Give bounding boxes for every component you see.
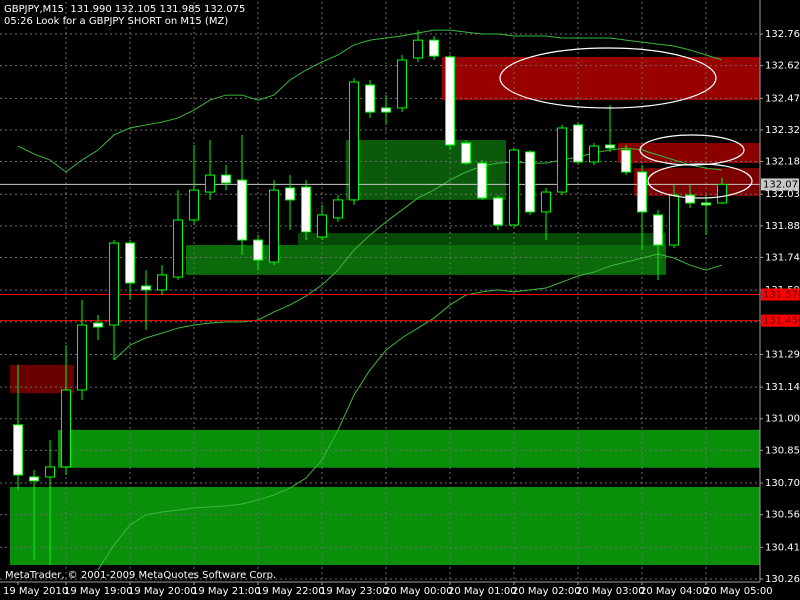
- x-tick-label: 20 May 04:00: [640, 586, 709, 597]
- candle-body: [173, 219, 183, 278]
- y-tick-label: 132.470: [765, 93, 800, 104]
- y-tick-label: 132.620: [765, 61, 800, 72]
- y-tick-label: 132.180: [765, 157, 800, 168]
- candle-body: [29, 476, 39, 482]
- candle-body: [285, 187, 295, 201]
- candle-body: [637, 171, 647, 213]
- candle-body: [349, 81, 359, 201]
- candle-body: [365, 84, 375, 113]
- y-tick-label: 131.000: [765, 414, 800, 425]
- candle-body: [93, 322, 103, 328]
- candle-body: [269, 189, 279, 263]
- y-tick-label: 132.325: [765, 125, 800, 136]
- zone: [10, 364, 74, 394]
- candle-body: [381, 107, 391, 113]
- x-tick-label: 19 May 23:00: [320, 586, 389, 597]
- candle-body: [125, 242, 135, 284]
- candle-body: [701, 202, 711, 206]
- zone: [298, 233, 666, 246]
- price-level-label: 131.450: [763, 316, 800, 327]
- candle-body: [13, 424, 23, 476]
- candle-body: [477, 162, 487, 199]
- y-tick-label: 130.265: [765, 574, 800, 585]
- candle-body: [205, 174, 215, 193]
- y-tick-label: 132.765: [765, 29, 800, 40]
- zone: [58, 429, 760, 468]
- x-tick-label: 20 May 01:00: [448, 586, 517, 597]
- candle-body: [525, 151, 535, 213]
- price-level-box: [761, 288, 799, 301]
- y-tick-label: 131.740: [765, 252, 800, 263]
- y-tick-label: 132.030: [765, 189, 800, 200]
- footer: MetaTrader, © 2001-2009 MetaQuotes Softw…: [5, 570, 276, 581]
- annotation-ellipses: [499, 47, 753, 199]
- candle-body: [605, 144, 615, 149]
- y-tick-label: 130.855: [765, 445, 800, 456]
- candle-body: [541, 191, 551, 213]
- candle-body: [301, 186, 311, 233]
- price-level-label: 132.075: [763, 179, 800, 190]
- indicator-line: [113, 147, 723, 361]
- x-tick-label: 19 May 22:00: [256, 586, 325, 597]
- candle-body: [717, 183, 727, 204]
- chart-subtitle: 05:26 Look for a GBPJPY SHORT on M15 (MZ…: [4, 16, 228, 27]
- candle-body: [221, 174, 231, 184]
- indicator-line: [17, 29, 723, 173]
- candle-body: [333, 199, 343, 219]
- x-tick-label: 19 May 2010: [3, 586, 68, 597]
- x-tick-label: 19 May 21:00: [192, 586, 261, 597]
- annotation-ellipse: [499, 47, 717, 109]
- x-tick-label: 19 May 20:00: [128, 586, 197, 597]
- candle-body: [45, 466, 55, 478]
- candle-body: [429, 39, 439, 57]
- candle-body: [317, 214, 327, 238]
- candle-body: [157, 274, 167, 291]
- candle-body: [669, 194, 679, 246]
- x-tick-label: 19 May 19:00: [64, 586, 133, 597]
- price-level-box: [761, 178, 799, 191]
- candle-body: [189, 189, 199, 221]
- y-tick-label: 130.705: [765, 478, 800, 489]
- chart-title: GBPJPY,M15 131.990 132.105 131.985 132.0…: [4, 4, 245, 15]
- annotation-ellipse: [647, 163, 753, 199]
- zone: [10, 486, 760, 565]
- candle-body: [397, 59, 407, 109]
- annotation-ellipse: [639, 134, 745, 166]
- candle-body: [509, 149, 519, 226]
- y-tick-label: 130.410: [765, 542, 800, 553]
- x-tick-label: 20 May 03:00: [576, 586, 645, 597]
- candle-body: [109, 242, 119, 326]
- candle-body: [61, 389, 71, 468]
- y-tick-label: 131.885: [765, 221, 800, 232]
- candle-body: [445, 56, 455, 146]
- y-tick-label: 130.560: [765, 510, 800, 521]
- candle-body: [493, 197, 503, 226]
- candle-body: [413, 39, 423, 59]
- candle-body: [621, 149, 631, 173]
- zone: [442, 56, 760, 101]
- candle-body: [141, 285, 151, 291]
- candle-body: [573, 124, 583, 163]
- y-tick-label: 131.295: [765, 349, 800, 360]
- price-level-box: [761, 314, 799, 327]
- x-tick-label: 20 May 02:00: [512, 586, 581, 597]
- indicator-line: [97, 253, 723, 571]
- x-tick-label: 20 May 00:00: [384, 586, 453, 597]
- candle-body: [589, 145, 599, 163]
- candle-body: [653, 214, 663, 246]
- candle-body: [77, 324, 87, 391]
- price-level-label: 131.570: [763, 290, 800, 301]
- y-tick-label: 131.145: [765, 382, 800, 393]
- zone: [618, 143, 760, 164]
- x-tick-label: 20 May 05:00: [704, 586, 773, 597]
- zone: [186, 245, 666, 275]
- candle-body: [461, 142, 471, 164]
- candle-body: [557, 127, 567, 193]
- candle-body: [253, 239, 263, 261]
- candle-body: [237, 179, 247, 241]
- candle-body: [685, 194, 695, 204]
